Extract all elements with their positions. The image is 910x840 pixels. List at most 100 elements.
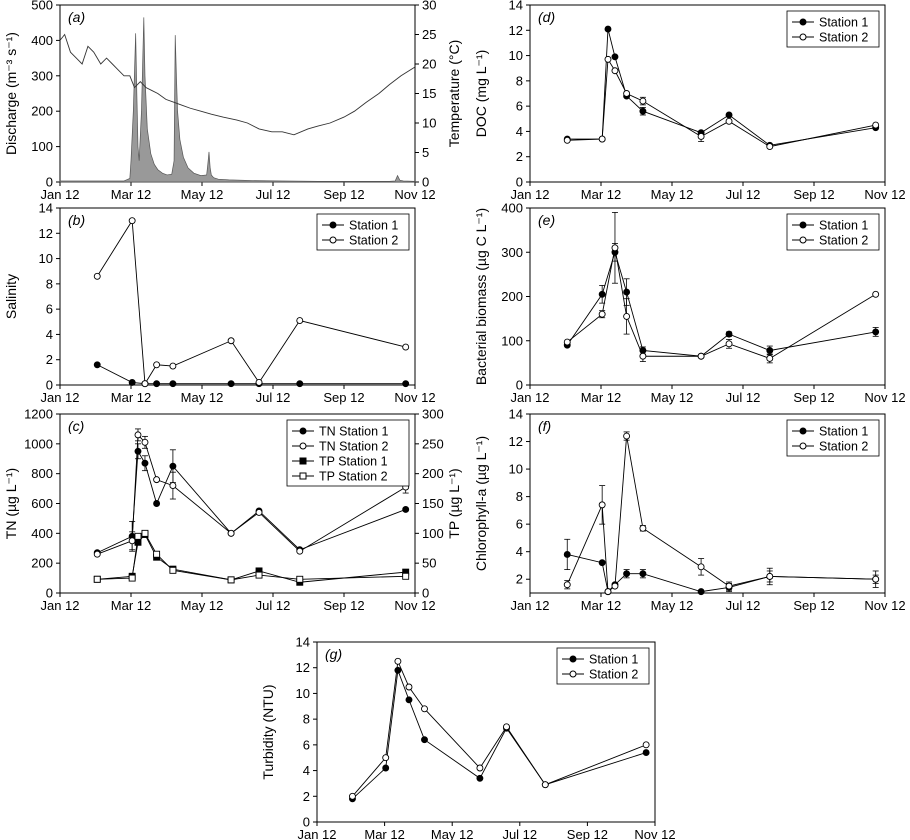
data-point (227, 380, 235, 388)
x-tick-label: Jul 12 (726, 598, 761, 613)
data-point (872, 121, 880, 129)
y-tick-label: 10 (39, 251, 53, 266)
legend-box (786, 419, 880, 457)
data-point (421, 736, 428, 744)
x-tick-label: Mar 12 (111, 187, 151, 202)
y-axis-label: Turbidity (NTU) (260, 684, 276, 779)
y-tick-label: 100 (501, 333, 523, 348)
legend-label: Station 2 (589, 668, 638, 682)
y2-tick-label: 150 (422, 496, 444, 511)
legend-marker (799, 236, 807, 244)
series-line (566, 247, 876, 359)
x-tick-label: Nov 12 (394, 187, 435, 202)
x-tick-label: Nov 12 (394, 390, 435, 405)
y2-tick-label: 25 (422, 27, 436, 42)
y-axis-label: TN (µg L⁻¹) (3, 468, 19, 539)
y-tick-label: 1200 (24, 407, 53, 422)
data-point (405, 696, 413, 704)
data-point (128, 217, 136, 225)
x-tick-label: May 12 (181, 598, 224, 613)
data-point (402, 506, 410, 513)
data-point (623, 570, 631, 578)
data-point (639, 97, 647, 105)
legend-marker (799, 18, 807, 26)
data-point (725, 582, 733, 590)
data-point (128, 574, 136, 582)
y-tick-label: 600 (31, 496, 53, 511)
panel-e: Jan 12 Mar 12 May 12 Jul 12 Sep 12 Nov 12 0 100… (473, 201, 906, 406)
y-tick-label: 14 (509, 0, 523, 13)
series-line (566, 435, 876, 593)
x-tick-label: Mar 12 (364, 827, 404, 840)
y-tick-label: 14 (39, 201, 53, 216)
y-tick-label: 2 (516, 149, 523, 164)
data-point (623, 432, 631, 440)
data-point (141, 438, 149, 446)
panel-c: Jan 12 Mar 12 May 12 Jul 12 Sep 12 Nov 120200… (3, 407, 462, 614)
data-point (697, 563, 705, 571)
y-tick-label: 12 (39, 226, 53, 241)
data-point (128, 379, 136, 386)
y-tick-label: 8 (46, 276, 53, 291)
data-point (639, 352, 647, 360)
series-line (566, 250, 876, 357)
y-tick-label: 300 (501, 245, 523, 260)
data-point (227, 529, 235, 537)
x-tick-label: Sep 12 (323, 598, 364, 613)
y-tick-label: 0 (46, 378, 53, 393)
legend-label: Station 1 (819, 16, 868, 30)
y-tick-label: 6 (516, 99, 523, 114)
y-tick-label: 0 (46, 586, 53, 601)
x-tick-label: Nov 12 (864, 187, 905, 202)
data-point (134, 431, 142, 439)
y-tick-label: 8 (303, 712, 310, 727)
x-tick-label: May 12 (431, 827, 474, 840)
data-point (296, 547, 304, 555)
x-tick-label: Mar 12 (111, 598, 151, 613)
data-point (169, 380, 177, 388)
legend-label: Station 1 (819, 219, 868, 233)
legend-marker (799, 221, 807, 229)
legend-marker (799, 33, 807, 41)
data-point (169, 566, 177, 574)
y-tick-label: 4 (516, 544, 523, 559)
data-point (563, 581, 571, 589)
legend-label: Station 2 (819, 440, 868, 454)
y2-tick-label: 5 (422, 145, 429, 160)
data-point (725, 111, 733, 119)
y-tick-label: 200 (31, 104, 53, 119)
y2-tick-label: 0 (422, 586, 429, 601)
x-tick-label: Jan 12 (510, 390, 549, 405)
data-point (541, 781, 549, 789)
data-point (153, 550, 161, 558)
legend-label: TN Station 1 (319, 425, 389, 439)
data-point (604, 25, 612, 33)
y-tick-label: 10 (509, 462, 523, 477)
x-tick-label: Jul 12 (502, 827, 537, 840)
x-tick-label: Jan 12 (510, 187, 549, 202)
y-tick-label: 10 (296, 686, 310, 701)
x-tick-label: May 12 (651, 598, 694, 613)
x-tick-label: May 12 (651, 390, 694, 405)
series-line (567, 28, 876, 146)
y2-tick-label: 100 (422, 526, 444, 541)
temperature-line (59, 33, 416, 136)
panel-g: Jan 12 Mar 12 May 12 Jul 12 Sep 12 Nov 12 0 2 4 6… (260, 635, 676, 840)
x-tick-label: Sep 12 (793, 390, 834, 405)
plot-frame (59, 207, 416, 386)
data-point (639, 107, 647, 115)
x-tick-label: Nov 12 (634, 827, 675, 840)
x-tick-label: Sep 12 (323, 390, 364, 405)
data-point (623, 288, 631, 296)
data-point (153, 500, 161, 507)
x-tick-label: Jul 12 (256, 390, 291, 405)
y-tick-label: 300 (31, 68, 53, 83)
data-point (93, 550, 101, 558)
x-tick-label: Jan 12 (40, 187, 79, 202)
data-point (872, 290, 880, 298)
y-tick-label: 800 (31, 466, 53, 481)
plot-frame (316, 641, 656, 823)
data-point (611, 67, 619, 75)
data-point (141, 529, 149, 537)
